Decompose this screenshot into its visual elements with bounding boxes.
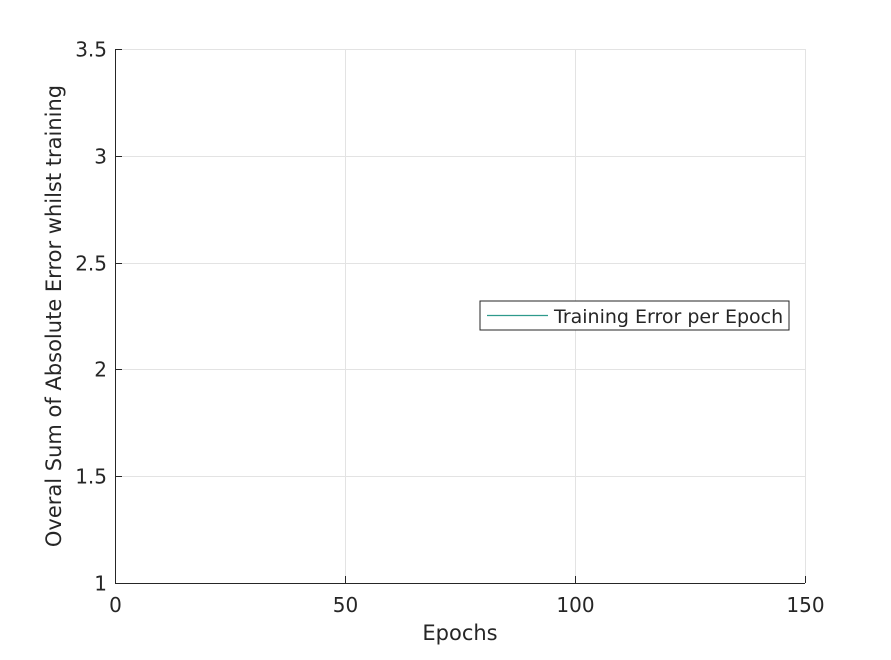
x-axis-label: Epochs [422,621,497,645]
x-tick-label: 50 [333,593,358,617]
x-ticks: 0 50 100 150 [109,576,825,617]
y-ticks: 1 1.5 2 2.5 3 3.5 [75,38,122,596]
axes [115,49,805,584]
y-tick-label: 1 [94,572,107,596]
legend-entry-label: Training Error per Epoch [553,306,783,328]
y-tick-label: 2 [94,358,107,382]
x-tick-label: 150 [786,593,824,617]
y-axis-label: Overal Sum of Absolute Error whilst trai… [42,85,66,547]
y-tick-label: 3.5 [75,38,107,62]
y-tick-label: 2.5 [75,252,107,276]
x-tick-label: 100 [556,593,594,617]
y-tick-label: 3 [94,145,107,169]
legend: Training Error per Epoch [479,300,790,331]
x-tick-label: 0 [109,593,122,617]
y-tick-label: 1.5 [75,465,107,489]
